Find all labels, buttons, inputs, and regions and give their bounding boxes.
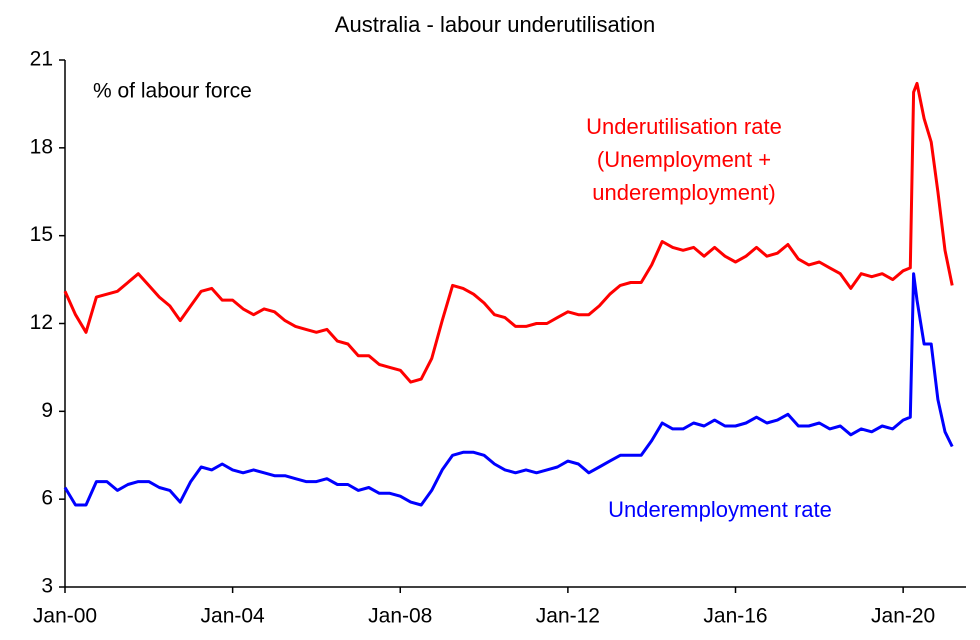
line-series [63,81,954,384]
y-tick-label: 15 [30,223,53,246]
annotation: (Unemployment + [597,147,771,172]
y-tick-label: 6 [41,487,53,510]
series-label: Underemployment rate [608,497,832,522]
series-label: Underutilisation rate [586,114,782,139]
y-tick-label: 3 [41,575,53,598]
y-tick-label: 18 [30,135,53,158]
x-tick-label: Jan-08 [368,605,432,628]
y-tick-label: 9 [41,399,53,422]
y-axis-label: % of labour force [93,80,252,103]
annotation: underemployment) [592,180,775,205]
x-tick-label: Jan-16 [703,605,767,628]
line-series [63,272,954,507]
x-tick-label: Jan-12 [536,605,600,628]
x-tick-label: Jan-20 [871,605,935,628]
y-tick-label: 12 [30,311,53,334]
x-tick-label: Jan-00 [33,605,97,628]
y-tick-label: 21 [30,48,53,71]
x-tick-label: Jan-04 [201,605,266,628]
chart-title: Australia - labour underutilisation [335,12,655,37]
